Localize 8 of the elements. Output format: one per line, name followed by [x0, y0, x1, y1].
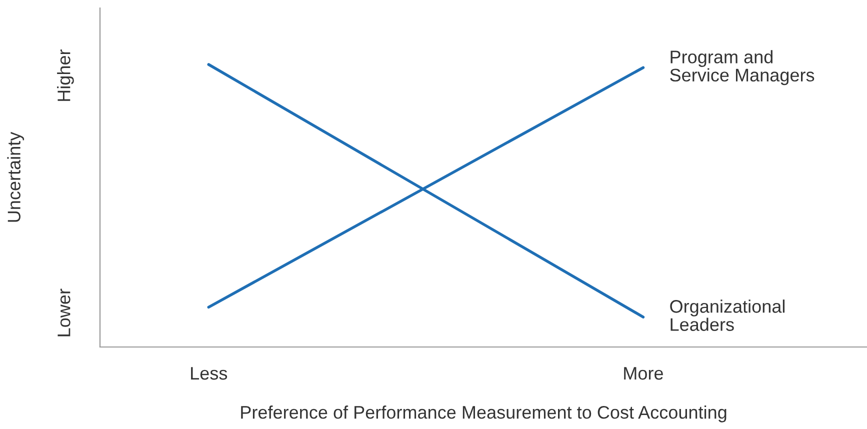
- y-axis-title: Uncertainty: [7, 132, 24, 222]
- x-axis-title: Preference of Performance Measurement to Cost Accounting: [241, 406, 726, 422]
- series-label: Program and Service Managers: [670, 50, 814, 86]
- series-label: Organizational Leaders: [670, 300, 784, 331]
- text: Higher: [57, 50, 74, 101]
- x-tick-label: Less: [191, 367, 228, 380]
- x-tick-label: More: [624, 367, 663, 380]
- text: Lower: [58, 288, 70, 336]
